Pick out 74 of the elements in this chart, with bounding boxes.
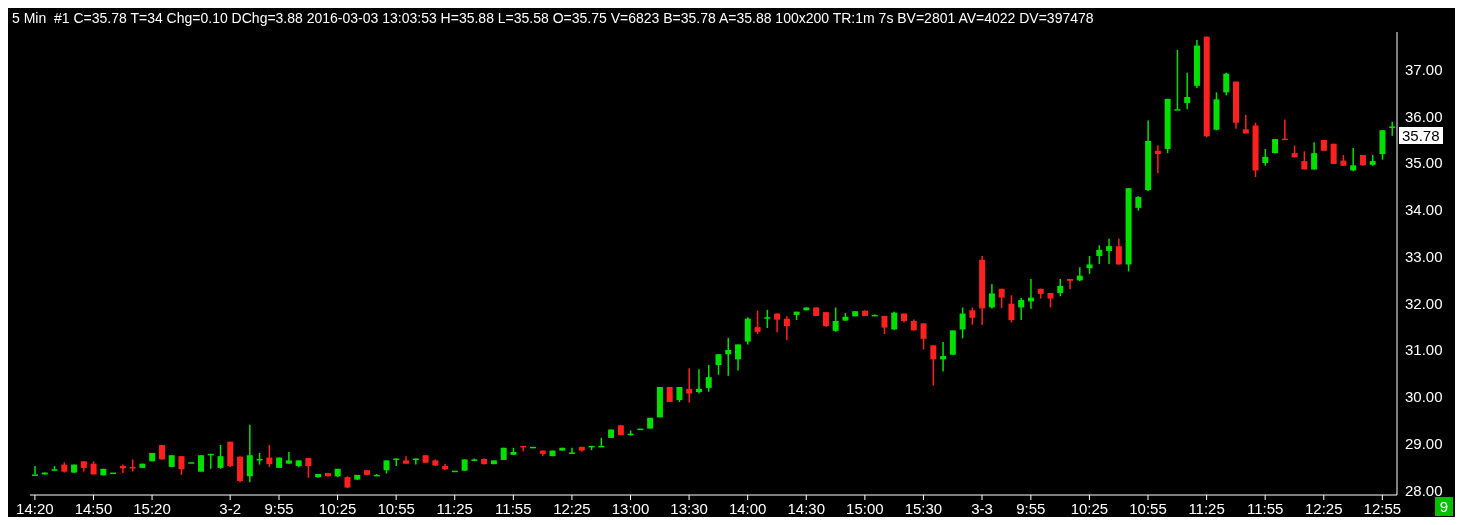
candlestick	[217, 444, 224, 470]
x-tick-label: 15:00	[846, 500, 884, 517]
candlestick	[764, 309, 771, 329]
x-tick-label: 13:30	[670, 500, 708, 517]
candlestick	[1018, 297, 1025, 321]
candlestick	[1311, 141, 1318, 171]
candlestick	[1106, 237, 1113, 265]
y-tick-label: 32.00	[1405, 294, 1443, 312]
x-tick-label: 3-2	[219, 500, 242, 517]
y-tick-label: 29.00	[1405, 434, 1443, 452]
x-tick-label: 11:25	[436, 500, 473, 517]
y-tick-label: 33.00	[1405, 247, 1443, 265]
y-tick-label: 28.00	[1405, 481, 1443, 499]
x-tick-label: 12:25	[1304, 500, 1343, 517]
x-tick-label: 15:20	[133, 500, 171, 517]
x-tick-label: 15:30	[904, 500, 943, 517]
x-tick-label: 10:55	[377, 500, 415, 517]
candlestick	[725, 337, 732, 377]
x-tick-label: 11:25	[1188, 500, 1225, 517]
candlestick	[1184, 71, 1191, 110]
candlestick	[1174, 49, 1181, 111]
candlestick	[1379, 129, 1386, 161]
x-tick-label: 11:55	[1246, 500, 1284, 517]
candlestick	[305, 457, 312, 479]
candlestick	[705, 364, 712, 393]
candlestick	[920, 322, 927, 351]
candlestick	[686, 367, 693, 404]
x-tick-label: 14:00	[728, 500, 767, 517]
x-tick-label: 10:25	[318, 500, 357, 517]
candlestick	[930, 344, 937, 387]
x-tick-label: 12:25	[553, 500, 591, 517]
candlestick	[744, 316, 751, 346]
candlestick	[266, 444, 273, 468]
candlestick	[832, 306, 839, 333]
y-tick-label: 36.00	[1405, 107, 1443, 125]
x-tick-label: 10:55	[1129, 500, 1167, 517]
y-tick-label: 35.00	[1405, 154, 1443, 172]
candlestick	[1067, 278, 1074, 290]
x-tick-label: 14:20	[16, 500, 54, 517]
candlestick	[1115, 237, 1122, 266]
candlestick	[32, 465, 38, 476]
candlestick	[783, 315, 790, 341]
y-tick-label: 34.00	[1405, 201, 1443, 219]
candlestick	[940, 341, 947, 373]
x-tick-label: 12:55	[1363, 500, 1402, 517]
x-tick-label: 9:55	[264, 500, 294, 517]
candlestick	[246, 424, 253, 484]
x-tick-label: 9:55	[1016, 500, 1046, 517]
candlestick	[959, 306, 966, 340]
candlestick	[1154, 144, 1161, 174]
candlestick	[178, 455, 185, 476]
candlestick	[754, 309, 761, 335]
x-tick-label: 14:50	[74, 500, 113, 517]
candlestick	[891, 310, 898, 331]
y-tick-label: 37.00	[1405, 60, 1443, 78]
text: 9	[1434, 497, 1453, 516]
x-tick-label: 3-3	[971, 500, 993, 517]
candlestick	[1223, 71, 1230, 96]
x-tick-label: 10:25	[1070, 500, 1109, 517]
candlestick	[1008, 294, 1015, 324]
x-tick-label: 11:55	[495, 500, 532, 517]
chart-title: 5 Min #1 C=35.78 T=34 Chg=0.10 DChg=3.88 2016-03-03 13:03:53 H=35.88 L=35.58 O=35.75 V=6823 B=35.78 A=35.88 100x200 TR:1m 7s BV=2801 AV=4022 DV=397478	[12, 10, 1094, 26]
y-tick-label: 30.00	[1405, 388, 1443, 406]
y-tick-label: 31.00	[1405, 341, 1443, 359]
candlestick	[988, 283, 995, 310]
x-tick-label: 13:00	[611, 500, 650, 517]
candlestick	[695, 368, 702, 395]
x-tick-label: 14:30	[787, 500, 826, 517]
candlestick	[715, 353, 722, 376]
candlestick	[735, 343, 742, 372]
text: 35.78	[1399, 127, 1443, 145]
candlestick	[1389, 121, 1396, 137]
candlestick	[1350, 147, 1357, 173]
candlestick	[1096, 244, 1103, 265]
